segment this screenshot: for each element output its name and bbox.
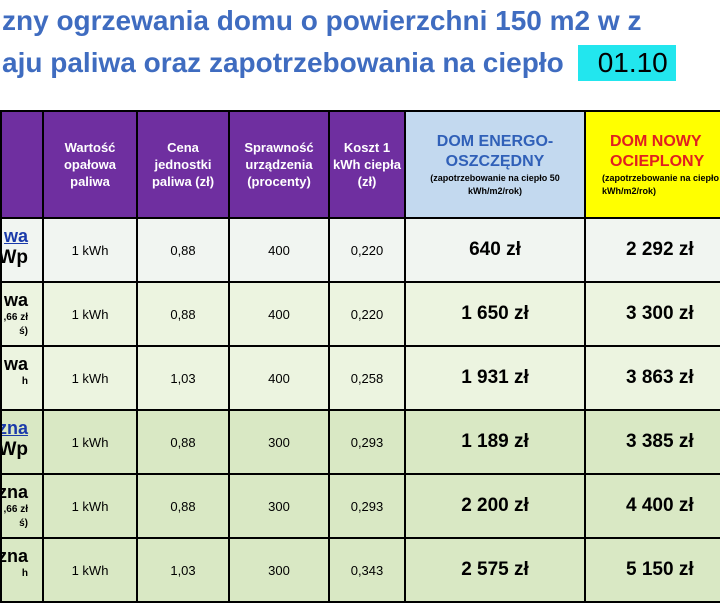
cell-sprawnosc: 300 — [228, 409, 330, 475]
header-row: Wartość opałowa paliwa Cena jednostki pa… — [0, 110, 720, 219]
cell-energo-cost: 2 575 zł — [404, 537, 586, 603]
cell-sprawnosc: 300 — [228, 537, 330, 603]
cell-nowy-cost: 2 292 zł — [584, 217, 720, 283]
cell-wartosc: 1 kWh — [42, 473, 138, 539]
heating-cost-table: Wartość opałowa paliwa Cena jednostki pa… — [0, 110, 720, 603]
cell-cena: 0,88 — [136, 217, 230, 283]
header-energo-title: DOM ENERGO-OSZCZĘDNY — [436, 132, 554, 170]
cell-cena: 1,03 — [136, 537, 230, 603]
fuel-name-mid: Wp — [1, 439, 28, 460]
cell-nowy-cost: 4 400 zł — [584, 473, 720, 539]
fuel-name-note: ś) — [19, 326, 28, 337]
fuel-name-cell: wa h — [0, 345, 44, 411]
fuel-name-top: wa — [3, 354, 28, 374]
cell-wartosc: 1 kWh — [42, 345, 138, 411]
header-energo-note: (zapotrzebowanie na ciepło 50 kWh/m2/rok… — [430, 172, 560, 196]
cell-koszt: 0,343 — [328, 537, 406, 603]
cell-wartosc: 1 kWh — [42, 217, 138, 283]
header-nowy: DOM NOWY OCIEPLONY (zapotrzebowanie na c… — [584, 110, 720, 219]
cell-nowy-cost: 3 300 zł — [584, 281, 720, 347]
header-wartosc: Wartość opałowa paliwa — [42, 110, 138, 219]
cell-nowy-cost: 3 385 zł — [584, 409, 720, 475]
cell-cena: 0,88 — [136, 281, 230, 347]
cell-koszt: 0,258 — [328, 345, 406, 411]
fuel-name: wa Wp — [1, 225, 28, 269]
fuel-name-cell: wa Wp — [0, 217, 44, 283]
cell-energo-cost: 2 200 zł — [404, 473, 586, 539]
fuel-name-note: h — [21, 376, 28, 387]
fuel-name-cell: znaWp — [0, 409, 44, 475]
cell-nowy-cost: 3 863 zł — [584, 345, 720, 411]
fuel-name-link[interactable]: zna — [3, 418, 28, 438]
cell-koszt: 0,220 — [328, 281, 406, 347]
cell-wartosc: 1 kWh — [42, 537, 138, 603]
header-energo: DOM ENERGO-OSZCZĘDNY (zapotrzebowanie na… — [404, 110, 586, 219]
cell-cena: 0,88 — [136, 473, 230, 539]
page-title: zny ogrzewania domu o powierzchni 150 m2… — [0, 0, 720, 110]
fuel-name-top: wa — [3, 290, 28, 310]
fuel-name-top: zna — [3, 546, 28, 566]
fuel-name-cell: zna ,66 zł ś) — [0, 473, 44, 539]
cell-koszt: 0,293 — [328, 409, 406, 475]
cell-sprawnosc: 400 — [228, 281, 330, 347]
title-line-2-text: aju paliwa oraz zapotrzebowania na ciepł… — [2, 47, 564, 78]
title-line-1: zny ogrzewania domu o powierzchni 150 m2… — [2, 5, 642, 36]
header-nowy-title: DOM NOWY OCIEPLONY — [610, 132, 705, 170]
fuel-name-note: h — [21, 568, 28, 579]
table-row: wa ,66 zł ś) 1 kWh 0,88 400 0,220 1 650 zł 3 300… — [0, 281, 720, 347]
cell-cena: 0,88 — [136, 409, 230, 475]
fuel-name-cell: zna h — [0, 537, 44, 603]
table-row: wa Wp 1 kWh 0,88 400 0,220 640 zł 2 292 zł — [0, 217, 720, 283]
fuel-name: znaWp — [1, 417, 28, 461]
cell-wartosc: 1 kWh — [42, 409, 138, 475]
fuel-name: wa ,66 zł ś) — [4, 289, 28, 339]
cell-sprawnosc: 300 — [228, 473, 330, 539]
fuel-name-link[interactable]: wa — [3, 226, 28, 246]
cell-sprawnosc: 400 — [228, 217, 330, 283]
cell-energo-cost: 1 931 zł — [404, 345, 586, 411]
cell-wartosc: 1 kWh — [42, 281, 138, 347]
header-koszt: Koszt 1 kWh ciepła (zł) — [328, 110, 406, 219]
cell-energo-cost: 1 189 zł — [404, 409, 586, 475]
cell-cena: 1,03 — [136, 345, 230, 411]
cell-sprawnosc: 400 — [228, 345, 330, 411]
table-row: wa h 1 kWh 1,03 400 0,258 1 931 zł 3 863 zł — [0, 345, 720, 411]
fuel-name-top: zna — [3, 482, 28, 502]
fuel-name-note: ,66 zł — [3, 504, 28, 515]
fuel-name-mid: Wp — [1, 247, 28, 268]
header-cena: Cena jednostki paliwa (zł) — [136, 110, 230, 219]
header-sprawnosc: Sprawność urządzenia (procenty) — [228, 110, 330, 219]
header-nowy-note: (zapotrzebowanie na ciepło 100 kWh/m2/ro… — [602, 172, 720, 196]
cell-energo-cost: 1 650 zł — [404, 281, 586, 347]
fuel-name-note: ś) — [19, 518, 28, 529]
title-line-2: aju paliwa oraz zapotrzebowania na ciepł… — [2, 45, 676, 81]
cell-koszt: 0,293 — [328, 473, 406, 539]
fuel-name-cell: wa ,66 zł ś) — [0, 281, 44, 347]
date-badge: 01.10 — [577, 45, 676, 81]
fuel-name: wa h — [4, 353, 28, 389]
cell-energo-cost: 640 zł — [404, 217, 586, 283]
cell-koszt: 0,220 — [328, 217, 406, 283]
fuel-name: zna ,66 zł ś) — [3, 481, 28, 531]
fuel-name: zna h — [3, 545, 28, 581]
header-name — [0, 110, 44, 219]
cell-nowy-cost: 5 150 zł — [584, 537, 720, 603]
fuel-name-note: ,66 zł — [3, 312, 28, 323]
